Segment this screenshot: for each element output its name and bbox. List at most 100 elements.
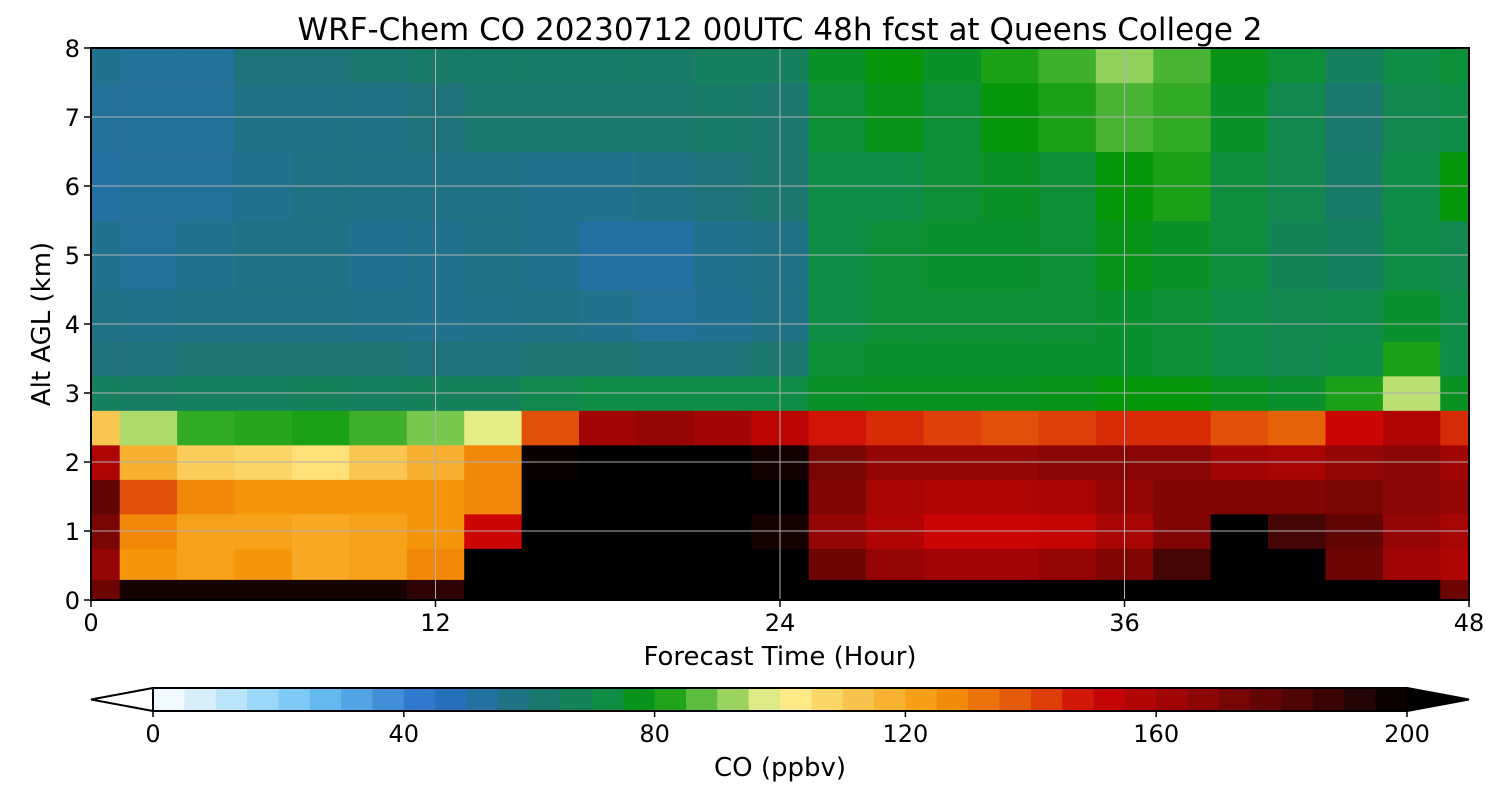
- colorbar-segment: [309, 688, 342, 711]
- co-cell: [291, 341, 350, 377]
- colorbar-segment: [403, 688, 436, 711]
- co-cell: [177, 48, 236, 84]
- co-cell: [636, 341, 695, 377]
- co-cell: [521, 289, 580, 342]
- co-cell: [234, 341, 293, 377]
- y-tick-label: 6: [65, 173, 80, 201]
- co-cell: [119, 289, 178, 342]
- co-cell: [866, 48, 925, 84]
- co-cell: [1440, 410, 1470, 446]
- co-cell: [464, 479, 523, 515]
- colorbar-segment: [936, 688, 969, 711]
- co-cell: [923, 289, 982, 342]
- co-cell: [177, 479, 236, 515]
- colorbar-segment: [748, 688, 781, 711]
- co-cell: [1153, 289, 1212, 342]
- co-cell: [464, 289, 523, 342]
- co-cell: [1382, 548, 1441, 580]
- co-cell: [923, 341, 982, 377]
- co-cell: [1268, 289, 1327, 342]
- co-cell: [91, 48, 121, 84]
- co-cell: [1153, 548, 1212, 580]
- colorbar-tick-label: 200: [1384, 720, 1430, 748]
- co-cell: [980, 48, 1039, 84]
- co-cell: [234, 48, 293, 84]
- co-cell: [1038, 341, 1097, 377]
- y-tick-label: 7: [65, 104, 80, 132]
- co-cell: [1382, 479, 1441, 515]
- co-cell: [91, 289, 121, 342]
- co-cell: [464, 410, 523, 446]
- x-tick-label: 36: [1109, 609, 1140, 637]
- x-axis-label: Forecast Time (Hour): [643, 642, 916, 672]
- co-cell: [1382, 579, 1441, 601]
- co-cell: [119, 341, 178, 377]
- co-cell: [1210, 579, 1269, 601]
- co-cell: [579, 289, 638, 342]
- co-cell: [636, 410, 695, 446]
- co-cell: [464, 48, 523, 84]
- co-cell: [808, 479, 867, 515]
- colorbar-segment: [215, 688, 248, 711]
- colorbar-segment: [466, 688, 499, 711]
- co-cell: [291, 48, 350, 84]
- x-axis: 0 12 24 36 48: [83, 600, 1484, 637]
- co-cell: [1382, 410, 1441, 446]
- co-cell: [119, 548, 178, 580]
- colorbar-segment: [341, 688, 373, 711]
- co-cell: [349, 289, 408, 342]
- co-cell: [521, 548, 580, 580]
- co-cell: [1382, 289, 1441, 342]
- co-cell: [1268, 341, 1327, 377]
- co-cell: [521, 410, 580, 446]
- co-cell: [923, 479, 982, 515]
- co-cell: [579, 341, 638, 377]
- co-cell: [1153, 341, 1212, 377]
- co-cell: [349, 410, 408, 446]
- colorbar-segment: [1344, 688, 1377, 711]
- plot-area: [90, 47, 1470, 601]
- co-cell: [1440, 548, 1470, 580]
- colorbar-segment: [1187, 688, 1220, 711]
- colorbar-segment: [842, 688, 875, 711]
- co-cell: [1038, 479, 1097, 515]
- co-cell: [521, 341, 580, 377]
- co-cell: [1268, 410, 1327, 446]
- colorbar: 0 40 80 120 160 200 CO (ppbv): [90, 686, 1470, 783]
- colorbar-extend-high: [1406, 686, 1470, 713]
- co-cell: [91, 548, 121, 580]
- y-tick-label: 1: [65, 518, 80, 546]
- colorbar-segment: [184, 688, 217, 711]
- co-cell: [980, 548, 1039, 580]
- co-cell: [177, 410, 236, 446]
- co-cell: [1325, 548, 1384, 580]
- co-cell: [980, 341, 1039, 377]
- co-cell: [1268, 48, 1327, 84]
- co-cell: [636, 289, 695, 342]
- co-cell: [866, 579, 925, 601]
- colorbar-segment: [999, 688, 1032, 711]
- co-cell: [177, 289, 236, 342]
- co-cell: [349, 479, 408, 515]
- co-cell: [866, 479, 925, 515]
- co-cell: [349, 341, 408, 377]
- co-cell: [1038, 410, 1097, 446]
- co-cell: [1210, 479, 1269, 515]
- co-cell: [1210, 410, 1269, 446]
- co-cell: [636, 48, 695, 84]
- co-cell: [521, 48, 580, 84]
- x-tick-label: 0: [83, 609, 98, 637]
- colorbar-segment: [278, 688, 311, 711]
- colorbar-segment: [1312, 688, 1345, 711]
- co-cell: [1440, 479, 1470, 515]
- x-tick-label: 48: [1454, 609, 1485, 637]
- co-cell: [693, 48, 752, 84]
- co-cell: [1038, 289, 1097, 342]
- y-tick-label: 8: [65, 35, 80, 63]
- co-cell: [808, 289, 867, 342]
- co-cell: [1325, 410, 1384, 446]
- co-cell: [636, 479, 695, 515]
- co-cell: [91, 479, 121, 515]
- co-cell: [1210, 341, 1269, 377]
- colorbar-segment: [1156, 688, 1189, 711]
